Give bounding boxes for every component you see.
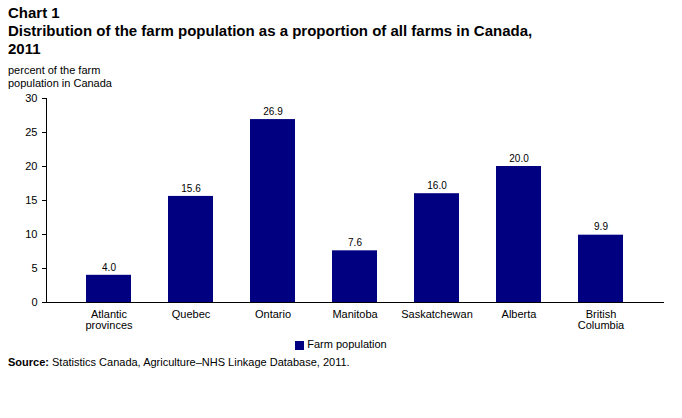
- html-text:Source: Statistics Canada, Agr: Source: Statistics Canada, Agriculture–N…: [8, 356, 350, 368]
- svg-text:BritishColumbia: BritishColumbia: [578, 308, 625, 331]
- svg-text:10: 10: [25, 228, 37, 240]
- svg-text:25: 25: [25, 126, 37, 138]
- html-text:Chart 1: Chart 1: [8, 4, 60, 21]
- svg-text:0: 0: [31, 296, 37, 308]
- svg-text:9.9: 9.9: [594, 221, 608, 232]
- svg-text:30: 30: [25, 92, 37, 104]
- html-text:Distribution of the farm popul: Distribution of the farm population as a…: [8, 22, 533, 57]
- svg-text:Saskatchewan: Saskatchewan: [401, 308, 473, 320]
- html-text:Farm population: Farm population: [307, 338, 387, 350]
- svg-text:5: 5: [31, 262, 37, 274]
- html-text:percent of the farm population: percent of the farm population in Canada: [8, 64, 112, 89]
- svg-text:Quebec: Quebec: [172, 308, 211, 320]
- svg-text:Ontario: Ontario: [255, 308, 291, 320]
- svg-text:20.0: 20.0: [509, 153, 529, 164]
- svg-text:16.0: 16.0: [427, 180, 447, 191]
- svg-text:26.9: 26.9: [263, 106, 283, 117]
- svg-text:4.0: 4.0: [102, 262, 116, 273]
- svg-text:7.6: 7.6: [348, 237, 362, 248]
- svg-text:15.6: 15.6: [181, 183, 201, 194]
- svg-text:15: 15: [25, 194, 37, 206]
- svg-text:Manitoba: Manitoba: [332, 308, 378, 320]
- svg-text:20: 20: [25, 160, 37, 172]
- svg-text:Atlanticprovinces: Atlanticprovinces: [85, 308, 133, 331]
- svg-text:Alberta: Alberta: [502, 308, 538, 320]
